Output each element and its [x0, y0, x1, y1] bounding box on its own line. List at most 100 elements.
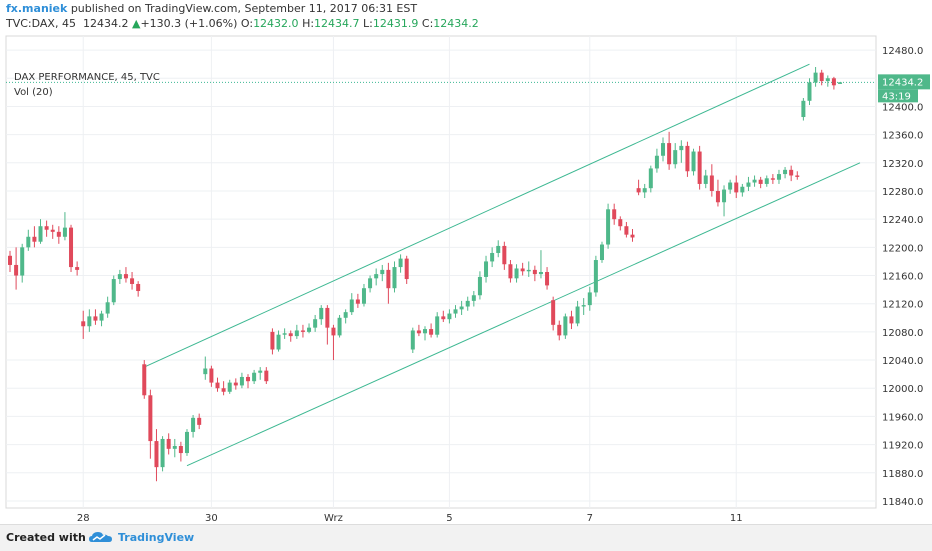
candle-body	[465, 300, 470, 307]
candle-body	[276, 334, 281, 350]
candle-body	[514, 268, 519, 279]
candle-body	[807, 82, 812, 101]
candle-body	[300, 330, 305, 332]
candle-body	[612, 209, 617, 220]
candle-body	[343, 312, 348, 318]
candle-body	[703, 175, 708, 184]
candle-body	[636, 188, 641, 193]
candle-body	[93, 316, 98, 321]
candle-body	[142, 364, 147, 396]
candle-body	[813, 72, 818, 83]
y-tick-label: 12360.0	[882, 131, 923, 142]
candle-body	[258, 370, 263, 373]
candle-body	[337, 317, 342, 336]
candlestick-chart[interactable]: 12480.012440.012400.012360.012320.012280…	[0, 32, 932, 522]
candle-body	[825, 78, 830, 82]
symbol-label: TVC:DAX, 45	[6, 17, 76, 30]
candle-body	[380, 269, 385, 275]
candle-body	[355, 299, 360, 304]
candle-body	[319, 307, 324, 320]
high-value: 12434.7	[314, 17, 360, 30]
y-tick-label: 12000.0	[882, 384, 923, 395]
candle-body	[624, 226, 629, 235]
lower-channel-line	[186, 162, 861, 467]
chart-legend: DAX PERFORMANCE, 45, TVC Vol (20)	[14, 70, 160, 100]
candle-body	[374, 274, 379, 279]
candle-body	[148, 395, 153, 442]
price-change: +130.3 (+1.06%)	[140, 17, 238, 30]
candle-body	[587, 292, 592, 306]
candle-body	[50, 229, 55, 232]
candle-body	[160, 438, 165, 468]
y-tick-label: 12120.0	[882, 300, 923, 311]
candle-body	[520, 268, 525, 272]
candle-body	[435, 316, 440, 335]
y-tick-label: 12480.0	[882, 46, 923, 57]
low-label: L:	[363, 17, 373, 30]
candle-body	[764, 178, 769, 184]
candle-body	[526, 269, 531, 272]
x-tick-label: 30	[205, 513, 218, 522]
candle-body	[715, 190, 720, 203]
candle-body	[746, 182, 751, 187]
candle-body	[819, 72, 824, 82]
candle-body	[56, 231, 61, 237]
candle-body	[563, 316, 568, 336]
candle-body	[538, 272, 543, 275]
chart-area[interactable]: 12480.012440.012400.012360.012320.012280…	[0, 32, 932, 522]
candle-body	[123, 274, 128, 279]
candle-body	[307, 327, 312, 332]
candle-body	[630, 234, 635, 238]
candle-body	[197, 417, 202, 425]
low-value: 12431.9	[372, 17, 419, 30]
candle-body	[831, 78, 836, 86]
last-price: 12434.2	[82, 17, 129, 30]
author-link[interactable]: fx.maniek	[6, 2, 68, 15]
upper-channel-line	[144, 63, 810, 368]
candle-body	[618, 219, 623, 227]
candle-body	[557, 324, 562, 336]
candle-body	[246, 376, 251, 382]
y-tick-label: 11880.0	[882, 469, 923, 480]
close-value: 12434.2	[433, 17, 479, 30]
candle-body	[81, 321, 86, 327]
candle-body	[484, 261, 489, 277]
y-tick-label: 12320.0	[882, 159, 923, 170]
candle-body	[709, 175, 714, 191]
candle-body	[111, 279, 116, 303]
candle-body	[581, 305, 586, 307]
x-tick-label: 7	[587, 513, 593, 522]
candle-body	[8, 255, 12, 265]
candle-body	[386, 269, 391, 289]
candle-body	[423, 329, 427, 334]
x-tick-label: 28	[77, 513, 90, 522]
publish-line: fx.maniek published on TradingView.com, …	[6, 2, 417, 15]
candle-body	[270, 331, 275, 350]
candle-body	[447, 313, 452, 320]
candle-body	[154, 441, 159, 468]
close-label: C:	[421, 17, 434, 30]
candle-body	[593, 260, 598, 293]
candle-body	[172, 446, 177, 449]
candle-body	[776, 174, 781, 180]
candle-body	[361, 288, 366, 304]
candle-body	[69, 227, 74, 268]
x-tick-label: Wrz	[324, 513, 343, 522]
candle-body	[795, 175, 800, 177]
candle-body	[673, 150, 678, 165]
ohlc-line: TVC:DAX, 45 12434.2 ▲+130.3 (+1.06%) O:1…	[6, 17, 479, 30]
candle-body	[471, 295, 476, 301]
candle-body	[368, 278, 373, 289]
footer-bar: Created with TradingView	[0, 524, 932, 551]
tradingview-link[interactable]: TradingView	[118, 531, 195, 544]
candle-body	[783, 169, 788, 175]
candle-body	[184, 431, 189, 454]
y-tick-label: 12160.0	[882, 272, 923, 283]
candle-body	[136, 283, 141, 292]
y-tick-label: 11960.0	[882, 412, 923, 423]
candle-body	[26, 236, 31, 248]
candle-body	[404, 258, 409, 280]
candle-body	[667, 143, 672, 165]
candle-body	[654, 155, 659, 169]
legend-indicator[interactable]: Vol (20)	[14, 87, 53, 98]
